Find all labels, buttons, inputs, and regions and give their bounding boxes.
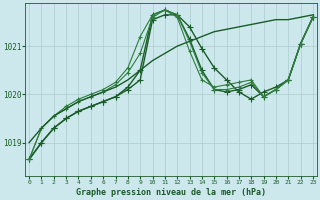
X-axis label: Graphe pression niveau de la mer (hPa): Graphe pression niveau de la mer (hPa)	[76, 188, 266, 197]
